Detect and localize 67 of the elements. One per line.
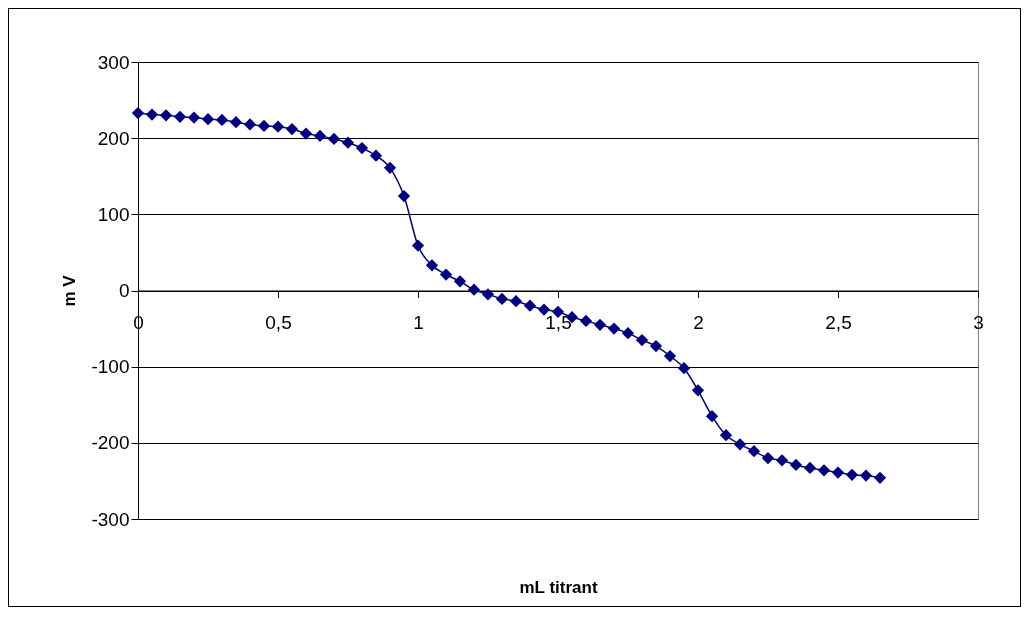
point <box>173 110 187 123</box>
y-tick-label: 300 <box>97 51 130 73</box>
point <box>299 127 313 140</box>
point <box>397 189 411 203</box>
point <box>411 239 425 252</box>
point <box>453 275 467 288</box>
point <box>313 129 327 143</box>
point <box>327 132 341 146</box>
point <box>495 292 509 305</box>
x-tick-label: 1,5 <box>545 312 572 333</box>
point <box>257 119 271 133</box>
x-tick-label: 0,5 <box>265 312 292 333</box>
point <box>845 468 859 481</box>
point <box>677 362 691 375</box>
point <box>159 109 173 122</box>
point <box>635 333 649 347</box>
y-tick-label: 100 <box>97 203 130 225</box>
y-tick-label: 0 <box>118 280 130 301</box>
point <box>271 120 285 133</box>
point <box>719 429 733 442</box>
point <box>509 295 523 308</box>
y-axis-title: m V <box>60 274 80 307</box>
x-tick-label: 1 <box>413 312 424 333</box>
point <box>593 318 607 331</box>
x-tick-label: 2,5 <box>825 312 852 333</box>
x-tick-label: 2 <box>693 312 704 333</box>
point <box>663 349 677 363</box>
point <box>439 268 453 281</box>
y-tick-label: -200 <box>91 432 130 454</box>
point <box>285 122 299 136</box>
point <box>201 113 215 126</box>
point <box>859 469 873 482</box>
y-tick-label: -300 <box>91 508 130 530</box>
y-tick-label: 200 <box>97 127 130 149</box>
point <box>131 106 145 120</box>
x-tick-label: 3 <box>973 312 984 333</box>
point <box>831 466 845 479</box>
point <box>215 113 229 127</box>
point <box>733 438 747 451</box>
point <box>187 111 201 124</box>
point <box>145 108 159 121</box>
point <box>691 384 705 397</box>
point <box>425 259 439 272</box>
point <box>369 149 383 162</box>
point <box>467 283 481 296</box>
point <box>761 451 775 465</box>
point <box>621 327 635 340</box>
point <box>607 322 621 335</box>
point <box>229 116 243 129</box>
point <box>649 339 663 353</box>
y-tick-label: -100 <box>91 356 130 378</box>
x-axis-title: mL titrant <box>519 577 598 597</box>
point <box>873 471 887 484</box>
point <box>803 461 817 475</box>
point <box>355 141 369 155</box>
point <box>705 410 719 423</box>
point <box>481 288 495 301</box>
point <box>243 118 257 131</box>
point <box>817 464 831 477</box>
point <box>537 303 551 316</box>
point <box>579 314 593 328</box>
point <box>789 458 803 472</box>
point <box>747 445 761 458</box>
point <box>383 161 397 174</box>
point <box>341 136 355 149</box>
point <box>523 299 537 312</box>
point <box>775 454 789 467</box>
